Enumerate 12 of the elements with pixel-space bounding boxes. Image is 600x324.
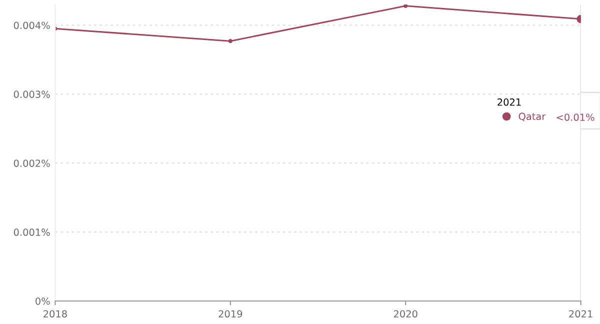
y-tick-label: 0.004%: [14, 22, 50, 30]
x-tick-label: 2020: [394, 310, 418, 318]
legend-label: Qatar: [518, 112, 546, 122]
y-tick-label: 0.001%: [14, 228, 50, 236]
y-tick-label: 0%: [36, 297, 50, 305]
y-tick-label: 0.003%: [14, 90, 50, 98]
annotation: <0.01%: [556, 114, 594, 121]
x-tick-label: 2018: [44, 310, 67, 318]
x-tick-label: 2021: [569, 310, 592, 318]
legend-title: 2021: [498, 98, 521, 106]
y-tick-label: 0.002%: [14, 160, 50, 167]
x-tick-label: 2019: [218, 310, 242, 318]
